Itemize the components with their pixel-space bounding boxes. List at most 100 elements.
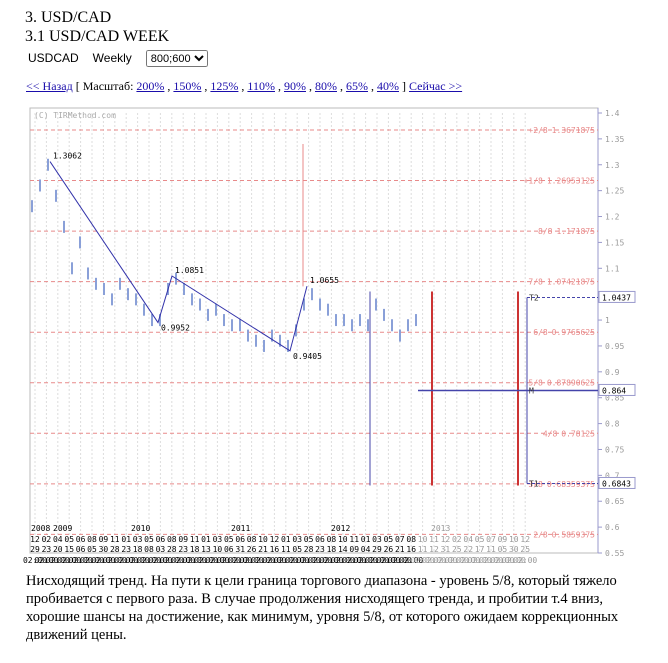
time-label: 02:00 <box>274 556 298 565</box>
month-label: 01 <box>281 535 291 544</box>
y-tick-label: 0.85 <box>605 394 624 403</box>
day-label: 11 <box>486 545 496 554</box>
day-label: 23 <box>42 545 52 554</box>
y-tick-label: 0.9 <box>605 368 620 377</box>
symbol: USDCAD <box>28 50 79 65</box>
level-label: 6/8 0.9765625 <box>533 328 595 337</box>
month-label: 09 <box>178 535 188 544</box>
month-label: 12 <box>270 535 280 544</box>
target-value: 0.6843 <box>602 479 631 488</box>
zigzag-label: 0.9405 <box>293 352 322 361</box>
level-label: 7/8 1.07421875 <box>528 278 595 287</box>
month-label: 05 <box>64 535 74 544</box>
scale-link[interactable]: 200% <box>136 79 165 93</box>
target-value: 0.864 <box>602 386 626 395</box>
level-text: 7/8 <box>528 278 543 287</box>
y-tick-label: 1.4 <box>605 109 620 118</box>
month-label: 11 <box>110 535 120 544</box>
time-label: 02:00 <box>228 556 252 565</box>
time-label: 02:00 <box>490 556 514 565</box>
month-label: 09 <box>99 535 109 544</box>
month-label: 12 <box>441 535 451 544</box>
month-label: 12 <box>520 535 530 544</box>
day-label: 21 <box>258 545 268 554</box>
scale-link[interactable]: 90% <box>283 79 306 93</box>
time-label: 02:00 <box>160 556 184 565</box>
scale-link[interactable]: 125% <box>210 79 239 93</box>
y-tick-label: 0.95 <box>605 342 624 351</box>
day-label: 21 <box>395 545 405 554</box>
time-label: 02:00 <box>126 556 150 565</box>
level-text: 0.9765625 <box>552 328 596 337</box>
day-label: 25 <box>452 545 462 554</box>
day-label: 17 <box>475 545 485 554</box>
time-label: 02:00 <box>103 556 127 565</box>
time-label: 02:00 <box>433 556 457 565</box>
month-label: 09 <box>498 535 508 544</box>
day-label: 28 <box>110 545 120 554</box>
level-text: 0.87890625 <box>547 379 595 388</box>
month-label: 06 <box>156 535 166 544</box>
scale-link[interactable]: 110% <box>247 79 275 93</box>
level-label: 3/8 0.68359375 <box>528 480 595 489</box>
month-label: 08 <box>247 535 257 544</box>
time-label: 02:00 <box>205 556 229 565</box>
day-label: 11 <box>418 545 428 554</box>
level-text: 1.171875 <box>556 227 595 236</box>
time-label: 02:00 <box>297 556 321 565</box>
month-label: 02 <box>42 535 52 544</box>
time-label: 02:00 <box>502 556 526 565</box>
target-tag: T1 <box>529 479 539 488</box>
day-label: 05 <box>87 545 97 554</box>
day-label: 12 <box>429 545 439 554</box>
time-label: 02:00 <box>411 556 435 565</box>
y-tick-label: 0.6 <box>605 523 620 532</box>
level-text: +2/8 <box>528 126 547 135</box>
selector-row: USDCAD Weekly 800;600 <box>28 50 208 67</box>
zigzag-label: 1.3062 <box>53 152 82 161</box>
scale-link[interactable]: 150% <box>173 79 202 93</box>
day-label: 16 <box>406 545 416 554</box>
chart: (C) TIRMethod.com 1.4 1.35 1.3 1.25 1.2 1.15 1.… <box>23 107 636 565</box>
day-label: 06 <box>76 545 86 554</box>
month-label: 03 <box>133 535 143 544</box>
day-label: 14 <box>338 545 348 554</box>
month-label: 05 <box>304 535 314 544</box>
day-label: 23 <box>178 545 188 554</box>
day-label: 08 <box>144 545 154 554</box>
time-label: 02:00 <box>183 556 207 565</box>
back-link[interactable]: << Назад <box>26 79 73 93</box>
y-tick-label: 0.55 <box>605 549 624 558</box>
target-tag: T2 <box>529 293 539 302</box>
day-label: 23 <box>315 545 325 554</box>
level-text: 1.07421875 <box>547 278 595 287</box>
now-link[interactable]: Сейчас >> <box>408 79 463 93</box>
scale-link[interactable]: 80% <box>314 79 337 93</box>
zigzag-label: 1.0655 <box>310 276 339 285</box>
scale-link[interactable]: 40% <box>376 79 399 93</box>
time-label: 02:00 <box>137 556 161 565</box>
month-label: 10 <box>338 535 348 544</box>
level-text: +1/8 <box>524 177 543 186</box>
month-label: 03 <box>213 535 223 544</box>
time-label: 02:00 <box>468 556 492 565</box>
month-label: 01 <box>361 535 371 544</box>
size-select[interactable]: 800;600 <box>145 50 208 67</box>
level-label: 2/8 0.5859375 <box>533 530 595 539</box>
level-text: 6/8 <box>533 328 548 337</box>
time-label: 02:00 <box>422 556 446 565</box>
day-label: 25 <box>520 545 530 554</box>
day-label: 30 <box>509 545 519 554</box>
y-tick-label: 0.8 <box>605 420 620 429</box>
day-label: 20 <box>53 545 63 554</box>
scale-link[interactable]: 65% <box>345 79 368 93</box>
day-label: 31 <box>441 545 451 554</box>
time-label: 02:00 <box>445 556 469 565</box>
target-box <box>598 476 636 489</box>
time-label: 02:00 <box>114 556 138 565</box>
year-label: 2012 <box>331 524 350 533</box>
time-label: 02:00 <box>217 556 241 565</box>
scale-open: [ Масштаб: <box>75 79 134 93</box>
zigzag-label: 0.9952 <box>161 324 190 333</box>
day-label: 05 <box>292 545 302 554</box>
